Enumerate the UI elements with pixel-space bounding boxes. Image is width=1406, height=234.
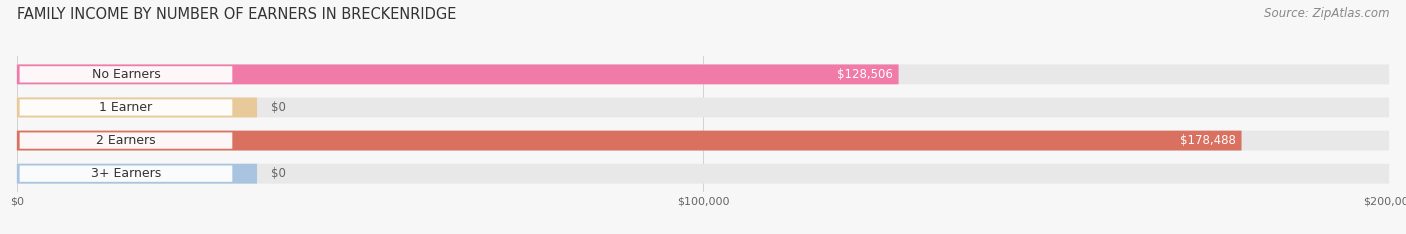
FancyBboxPatch shape [17, 164, 1389, 184]
FancyBboxPatch shape [17, 64, 1389, 84]
FancyBboxPatch shape [20, 132, 232, 149]
Text: $128,506: $128,506 [837, 68, 893, 81]
Text: $0: $0 [271, 101, 285, 114]
Text: 3+ Earners: 3+ Earners [91, 167, 162, 180]
FancyBboxPatch shape [17, 164, 257, 184]
Text: No Earners: No Earners [91, 68, 160, 81]
Text: FAMILY INCOME BY NUMBER OF EARNERS IN BRECKENRIDGE: FAMILY INCOME BY NUMBER OF EARNERS IN BR… [17, 7, 456, 22]
FancyBboxPatch shape [17, 98, 257, 117]
FancyBboxPatch shape [20, 66, 232, 83]
Text: $178,488: $178,488 [1180, 134, 1236, 147]
FancyBboxPatch shape [17, 131, 1389, 150]
FancyBboxPatch shape [17, 64, 898, 84]
Text: 2 Earners: 2 Earners [96, 134, 156, 147]
FancyBboxPatch shape [20, 165, 232, 182]
FancyBboxPatch shape [20, 99, 232, 116]
Text: Source: ZipAtlas.com: Source: ZipAtlas.com [1264, 7, 1389, 20]
Text: $0: $0 [271, 167, 285, 180]
FancyBboxPatch shape [17, 98, 1389, 117]
Text: 1 Earner: 1 Earner [100, 101, 152, 114]
FancyBboxPatch shape [17, 131, 1241, 150]
